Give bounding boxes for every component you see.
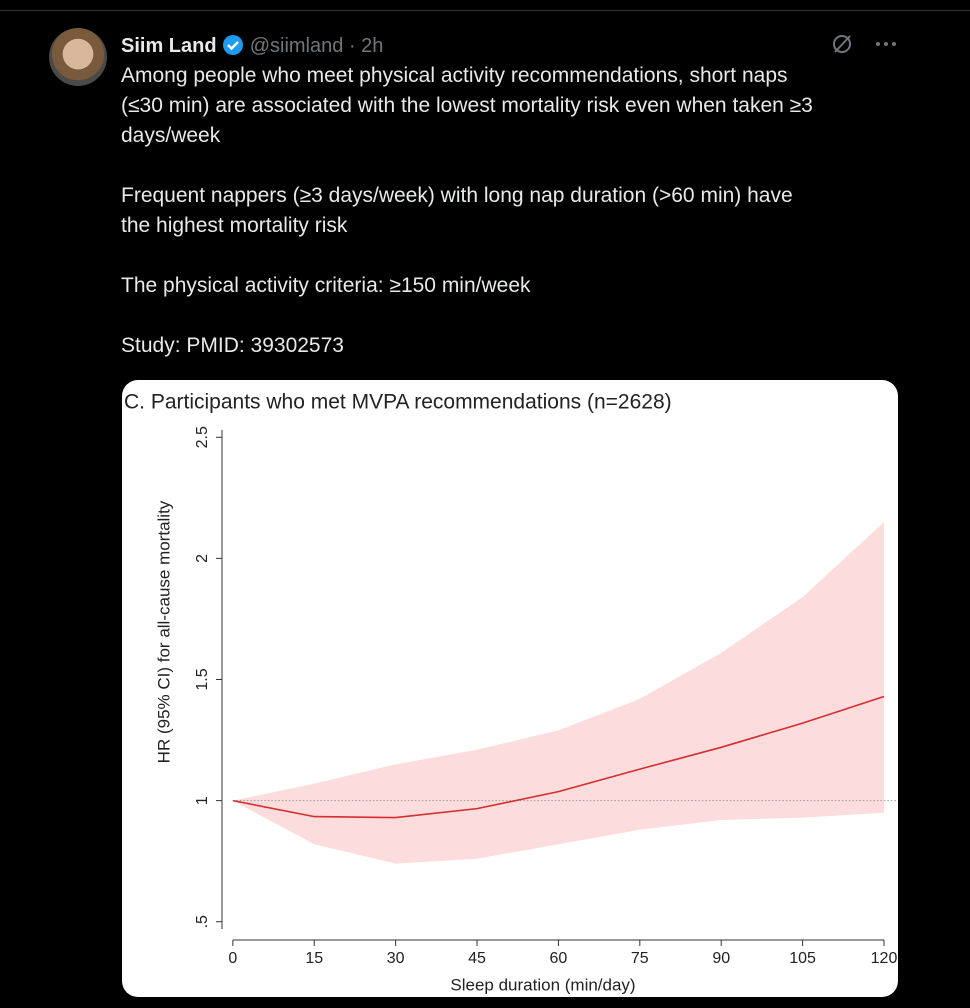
timestamp[interactable]: 2h: [361, 35, 384, 57]
x-tick-label: 45: [468, 950, 486, 967]
x-tick-label: 30: [387, 950, 405, 967]
x-axis-label: Sleep duration (min/day): [450, 975, 635, 994]
tweet-header: Siim Land @siimland · 2h: [121, 30, 383, 58]
x-tick-label: 90: [712, 950, 730, 967]
x-tick-label: 60: [550, 950, 568, 967]
y-tick-label: 1: [194, 796, 211, 805]
avatar[interactable]: [49, 28, 107, 86]
grok-icon[interactable]: [830, 32, 854, 56]
text-line: (≤30 min) are associated with the lowest…: [121, 94, 813, 117]
y-axis-label: HR (95% CI) for all-cause mortality: [154, 500, 173, 763]
text-line: Frequent nappers (≥3 days/week) with lon…: [121, 184, 793, 207]
paragraph: Study: PMID: 39302573: [121, 331, 813, 361]
text-line: Among people who meet physical activity …: [121, 64, 788, 87]
y-tick-label: .5: [194, 915, 211, 928]
author-name[interactable]: Siim Land: [121, 35, 217, 57]
tweet-text: Among people who meet physical activity …: [121, 61, 813, 391]
divider: [0, 10, 970, 11]
text-line: the highest mortality risk: [121, 214, 348, 237]
text-line: days/week: [121, 124, 221, 147]
y-tick-label: 2.5: [194, 426, 211, 448]
separator: ·: [348, 35, 356, 57]
verified-badge: [223, 35, 244, 55]
chart-title: C. Participants who met MVPA recommendat…: [124, 391, 672, 414]
text-line: The physical activity criteria: ≥150 min…: [121, 274, 531, 297]
x-tick-label: 120: [871, 950, 898, 967]
text-line: Study: PMID: 39302573: [121, 334, 344, 357]
more-icon[interactable]: [874, 39, 898, 49]
hr-line: [232, 695, 885, 819]
x-tick-label: 0: [228, 950, 237, 967]
y-tick-label: 2: [194, 554, 211, 563]
x-tick-label: 105: [789, 950, 816, 967]
paragraph: Frequent nappers (≥3 days/week) with lon…: [121, 181, 813, 241]
paragraph: Among people who meet physical activity …: [121, 61, 813, 151]
confidence-band: [232, 522, 884, 864]
handle[interactable]: @siimland: [249, 35, 344, 57]
y-tick-label: 1.5: [194, 668, 211, 690]
x-tick-label: 75: [631, 950, 649, 967]
x-tick-label: 15: [305, 950, 323, 967]
paragraph: The physical activity criteria: ≥150 min…: [121, 271, 813, 301]
